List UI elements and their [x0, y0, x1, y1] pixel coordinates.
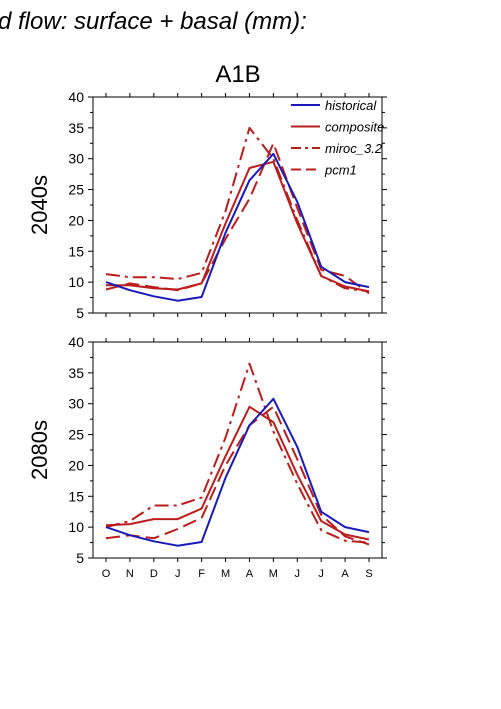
x-tick-label: M [269, 568, 278, 580]
x-tick-label: J [295, 568, 301, 580]
chart-panel-2040s: 5 10 15 20 25 30 35 40 2040s historical composite m… [27, 89, 387, 321]
series-line-historical [105, 397, 370, 547]
series-line-pcm1 [105, 142, 370, 295]
legend-label: historical [325, 98, 377, 113]
y-tick-label: 25 [68, 182, 84, 198]
y-tick-label: 15 [68, 243, 84, 259]
y-tick-label: 10 [68, 274, 84, 290]
y-tick-label: 20 [68, 457, 84, 473]
chart-panel-2080s: 5 10 15 20 25 30 35 40 O N D J F M A M J J A S 2080s [27, 334, 387, 580]
y-tick-label: 40 [68, 89, 84, 105]
y-tick-label: 30 [68, 396, 84, 412]
series-line-composite [105, 405, 370, 541]
page-title: d flow: surface + basal (mm): [0, 8, 307, 35]
scenario-title: A1B [215, 61, 260, 88]
x-tick-label: O [102, 568, 111, 580]
x-tick-label: F [198, 568, 205, 580]
series-line-pcm1 [105, 405, 370, 546]
y-tick-label: 5 [76, 550, 84, 566]
x-tick-label: J [175, 568, 181, 580]
x-tick-label: D [150, 568, 158, 580]
x-tick-label: M [221, 568, 230, 580]
legend-label: miroc_3.2 [325, 141, 383, 156]
chart-panels: 5 10 15 20 25 30 35 40 2040s historical composite m… [27, 89, 387, 580]
y-tick-label: 30 [68, 151, 84, 167]
x-tick-label: A [341, 568, 349, 580]
series-line-miroc-3-2 [105, 362, 370, 544]
y-tick-label: 20 [68, 212, 84, 228]
y-tick-label: 25 [68, 427, 84, 443]
y-tick-label: 15 [68, 488, 84, 504]
legend-label: pcm1 [324, 163, 357, 178]
panel-label-2080s: 2080s [27, 420, 52, 480]
x-tick-label: S [365, 568, 372, 580]
y-tick-label: 35 [68, 120, 84, 136]
y-tick-label: 5 [76, 305, 84, 321]
panel-label-2040s: 2040s [27, 175, 52, 235]
x-tick-label: J [318, 568, 324, 580]
series-line-historical [105, 152, 370, 302]
y-tick-label: 10 [68, 519, 84, 535]
x-tick-label: A [246, 568, 254, 580]
y-tick-label: 40 [68, 334, 84, 350]
legend-label: composite [325, 120, 384, 135]
x-tick-label: N [126, 568, 134, 580]
series-line-composite [106, 160, 370, 293]
y-tick-label: 35 [68, 365, 84, 381]
legend: historical composite miroc_3.2 pcm1 [291, 98, 384, 178]
